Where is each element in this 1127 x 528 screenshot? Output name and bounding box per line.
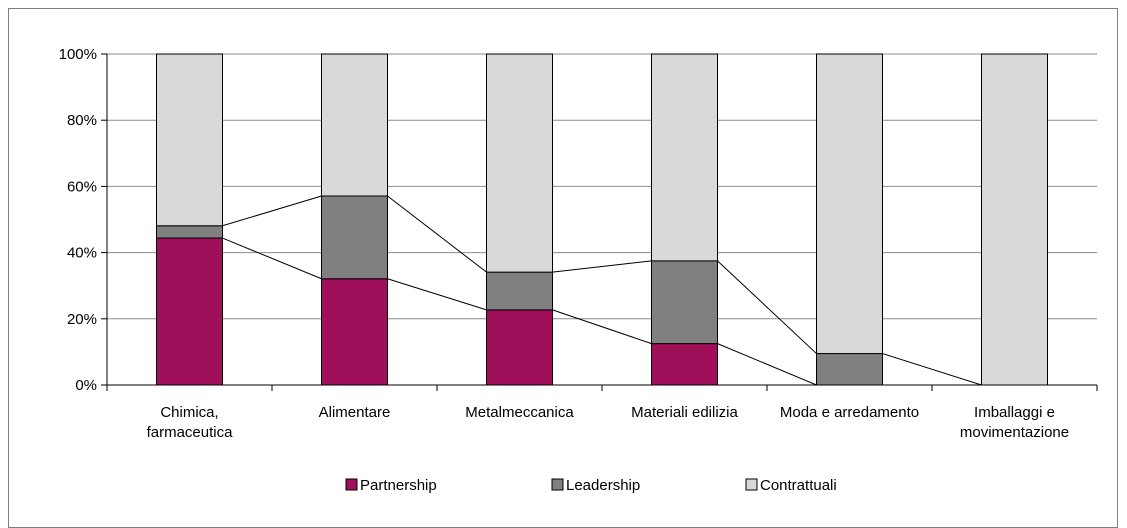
series-line — [222, 237, 322, 280]
y-tick-label: 100% — [59, 46, 97, 63]
series-line — [882, 353, 982, 386]
bar-leadership — [486, 271, 553, 311]
legend-swatch-contrattuali — [745, 478, 758, 491]
x-tick-label: farmaceutica — [147, 424, 234, 441]
legend-label: Contrattuali — [760, 477, 837, 494]
series-line — [387, 195, 487, 273]
x-tick-label: Imballaggi e — [974, 404, 1055, 421]
bar-contrattuali — [156, 53, 223, 227]
x-tick-label: Moda e arredamento — [780, 404, 919, 421]
bar-leadership — [321, 195, 388, 280]
bar-partnership — [321, 278, 388, 386]
series-line — [552, 260, 652, 273]
x-tick-label: Chimica, — [160, 404, 218, 421]
series-line — [222, 195, 322, 227]
legend-swatch-partnership — [345, 478, 358, 491]
bar-contrattuali — [651, 53, 718, 262]
bar-leadership — [651, 260, 718, 345]
legend-label: Partnership — [360, 477, 437, 494]
series-line — [387, 278, 487, 311]
x-tick-label: movimentazione — [960, 424, 1069, 441]
y-tick-label: 20% — [67, 311, 97, 328]
bar-partnership — [651, 343, 718, 386]
bar-contrattuali — [981, 53, 1048, 386]
y-tick-label: 40% — [67, 245, 97, 262]
bar-partnership — [156, 237, 223, 386]
bar-partnership — [486, 309, 553, 386]
y-tick-label: 0% — [75, 377, 97, 394]
bar-contrattuali — [816, 53, 883, 355]
series-line — [717, 260, 817, 354]
bar-leadership — [156, 225, 223, 239]
series-line — [717, 343, 817, 386]
y-tick-label: 80% — [67, 112, 97, 129]
legend-swatch-leadership — [551, 478, 564, 491]
y-tick-label: 60% — [67, 178, 97, 195]
legend-label: Leadership — [566, 477, 640, 494]
bar-leadership — [816, 353, 883, 386]
x-tick-label: Materiali edilizia — [631, 404, 738, 421]
series-line — [552, 309, 652, 345]
x-tick-label: Alimentare — [319, 404, 391, 421]
bar-contrattuali — [321, 53, 388, 197]
stacked-bar-chart: 0% 20% 40% 60% 80% 100% Chimica, farmaceutica Al… — [59, 46, 1098, 494]
x-tick-label: Metalmeccanica — [465, 404, 574, 421]
bar-contrattuali — [486, 53, 553, 273]
